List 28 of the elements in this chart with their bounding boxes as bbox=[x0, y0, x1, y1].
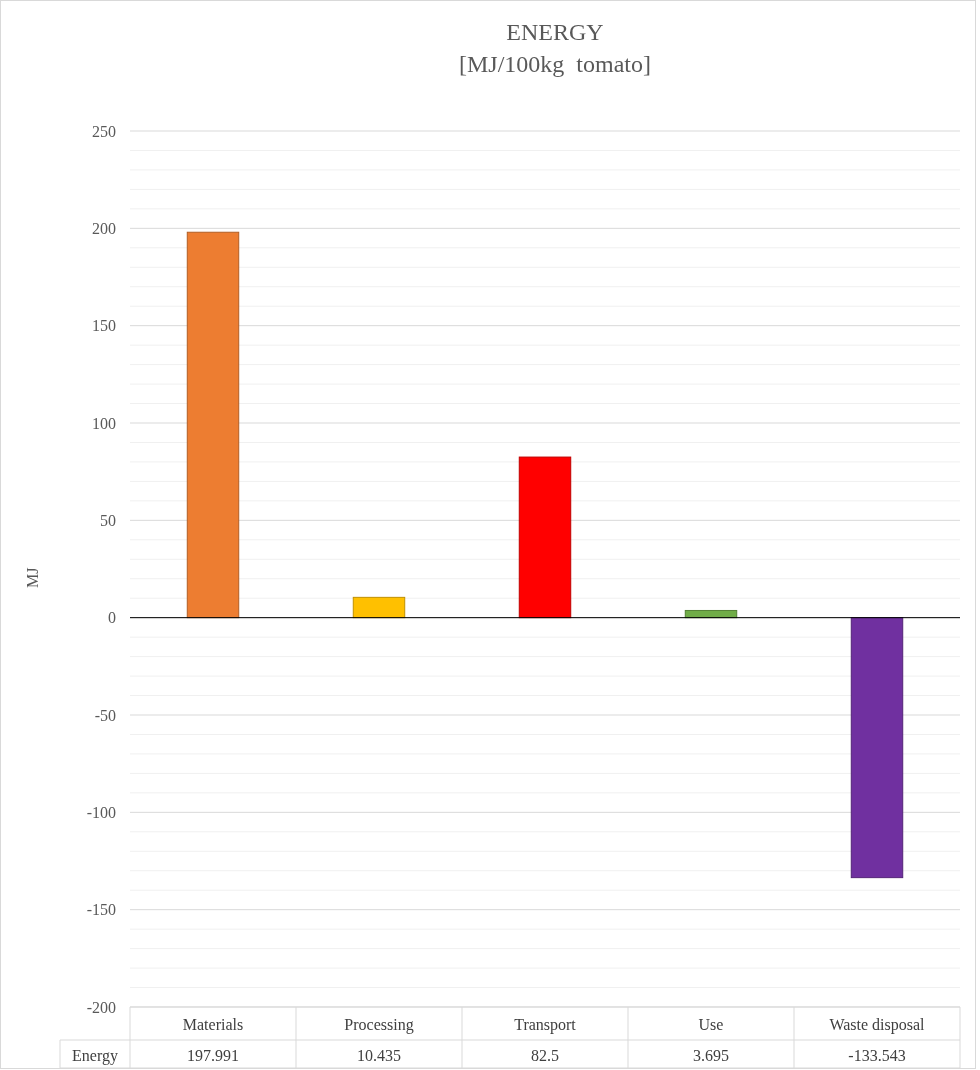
text: Energy bbox=[72, 1047, 118, 1065]
y-axis-title: MJ bbox=[24, 567, 41, 588]
y-tick-label: -200 bbox=[86, 998, 116, 1016]
bar bbox=[352, 596, 406, 619]
data-label: 197.991 bbox=[187, 1047, 239, 1064]
y-tick-label: -150 bbox=[86, 901, 116, 919]
data-label: -133.543 bbox=[848, 1047, 906, 1064]
y-tick-label: -100 bbox=[86, 803, 116, 821]
x-tick-label: Materials bbox=[182, 1016, 244, 1033]
y-tick-label: 50 bbox=[100, 511, 116, 529]
y-tick-label: 250 bbox=[92, 122, 116, 140]
y-tick-label: 100 bbox=[92, 414, 116, 432]
y-tick-label: 150 bbox=[92, 317, 116, 335]
data-label: 82.5 bbox=[531, 1047, 559, 1064]
y-tick-label: 200 bbox=[92, 219, 116, 237]
y-tick-label: 0 bbox=[108, 609, 116, 627]
x-tick-label: Use bbox=[698, 1016, 724, 1033]
data-label: 3.695 bbox=[693, 1047, 729, 1064]
x-tick-label: Waste disposal bbox=[829, 1016, 926, 1034]
x-tick-label: Transport bbox=[514, 1016, 577, 1034]
chart-subtitle: [MJ/100kg tomato] bbox=[459, 51, 651, 77]
bar bbox=[518, 456, 572, 619]
data-label: 10.435 bbox=[357, 1047, 401, 1064]
bar bbox=[850, 617, 904, 879]
x-tick-label: Processing bbox=[344, 1016, 414, 1034]
bar bbox=[186, 231, 240, 619]
y-tick-label: -50 bbox=[94, 706, 116, 724]
chart-title: ENERGY bbox=[506, 19, 604, 45]
